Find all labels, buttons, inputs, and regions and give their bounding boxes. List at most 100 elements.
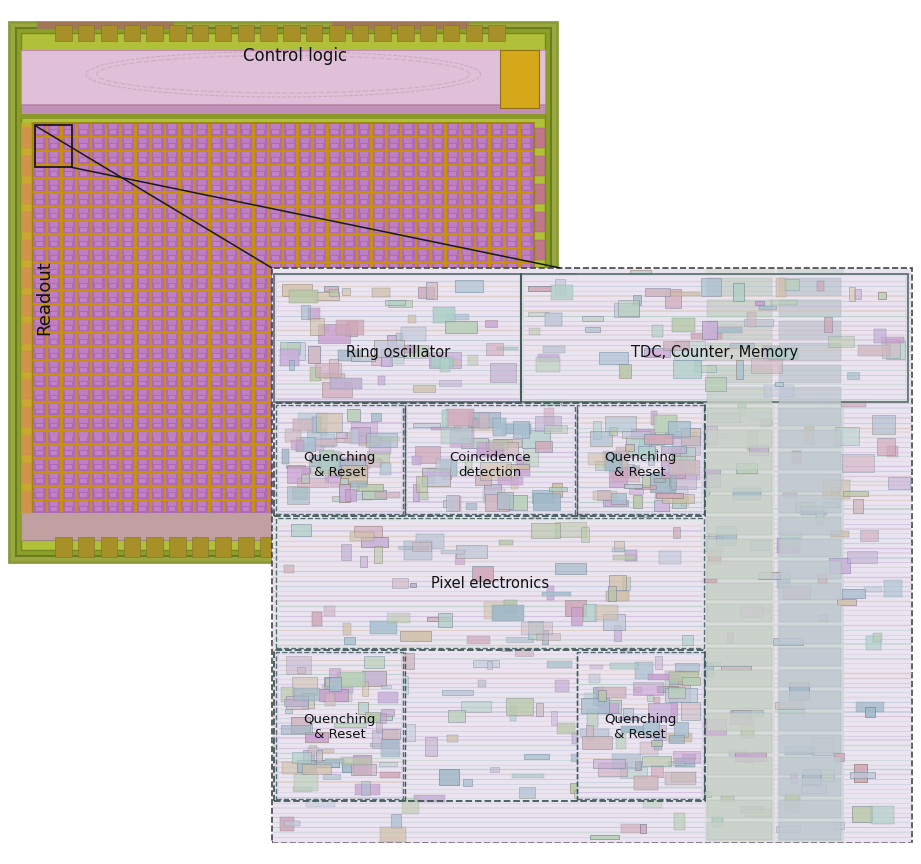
Bar [346,382,353,385]
Bar [110,298,116,302]
Bar [242,298,250,302]
Bar [571,340,600,346]
Bar [77,320,90,331]
Bar [286,696,308,709]
Bar [565,602,590,611]
Bar [461,138,473,149]
Bar [358,180,370,192]
Bar [240,320,252,331]
Bar [64,403,73,409]
Bar [316,194,324,199]
Bar [346,409,360,421]
Bar [213,298,220,302]
Bar [468,411,500,427]
Bar [138,417,146,422]
Bar [361,353,367,358]
Bar [449,306,457,311]
Bar [522,222,530,227]
Bar [543,346,565,353]
Bar [420,228,426,232]
Bar [270,152,282,163]
Bar [373,432,385,443]
Bar [432,460,444,471]
Bar [286,166,295,171]
Bar [476,473,488,485]
Bar [63,222,75,233]
Bar [255,306,267,317]
Bar [94,278,102,283]
Bar [272,507,279,511]
Bar [526,562,553,578]
Bar [775,702,803,708]
Bar [609,428,617,435]
Bar [346,312,353,315]
Bar [92,264,105,276]
Bar [101,537,117,557]
Bar [286,501,295,506]
Bar [285,709,292,713]
Bar [332,410,338,414]
Bar [554,680,569,692]
Bar [65,186,72,190]
Bar [33,278,45,289]
Bar [257,417,264,422]
Bar [707,670,772,688]
Bar [285,376,297,387]
Bar [77,180,90,192]
Bar [79,292,87,296]
Bar [376,186,382,190]
Bar [402,306,414,317]
Bar [317,396,323,399]
Bar [345,489,356,501]
Bar [375,208,383,213]
Bar [196,362,208,373]
Bar [255,152,267,163]
Bar [152,306,164,317]
Bar [64,460,73,465]
Bar [832,530,848,537]
Bar [494,396,500,399]
Bar [169,312,175,315]
Bar [92,460,105,471]
Bar [479,312,485,315]
Bar [391,466,397,469]
Bar [476,347,488,359]
Bar [535,212,545,232]
Bar [227,194,235,199]
Bar [198,208,205,213]
Bar [314,306,326,317]
Bar [79,487,87,492]
Bar [522,347,530,353]
Bar [92,347,105,359]
Bar [302,396,309,399]
Bar [227,250,235,255]
Bar [478,250,486,255]
Bar [565,600,587,616]
Bar [182,334,191,339]
Bar [341,543,351,560]
Bar [35,166,43,171]
Bar [65,410,72,414]
Bar [360,362,368,366]
Bar [240,236,252,247]
Bar [389,369,414,378]
Bar [94,236,102,241]
Bar [417,362,429,373]
Bar [109,222,117,227]
Bar [331,208,339,213]
Bar [286,376,295,380]
Bar [484,320,496,327]
Bar [198,242,205,245]
Bar [417,320,429,331]
Bar [301,222,309,227]
Bar [344,446,356,457]
Bar [226,446,238,457]
Bar [94,376,102,380]
Bar [51,242,57,245]
Bar [461,306,473,317]
Bar [360,417,368,422]
Bar [301,501,309,506]
Bar [450,430,473,448]
Bar [735,752,766,761]
Bar [80,298,87,302]
